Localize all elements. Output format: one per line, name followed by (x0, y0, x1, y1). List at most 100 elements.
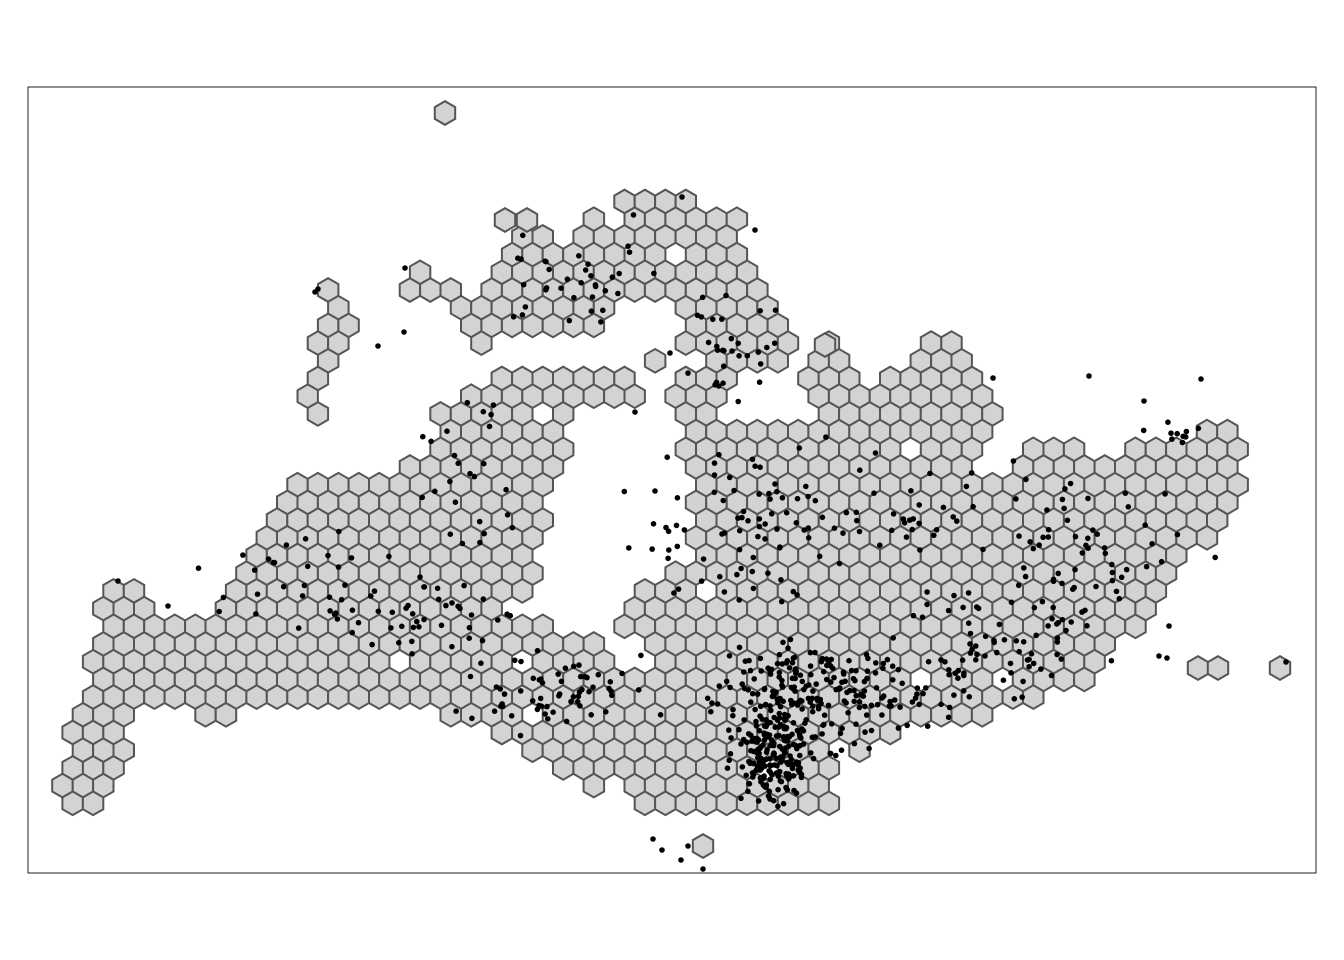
occurrence-point (1109, 569, 1116, 576)
hex-cell (879, 719, 902, 746)
occurrence-point (779, 661, 786, 667)
occurrence-point (748, 699, 754, 705)
occurrence-point (575, 693, 582, 700)
occurrence-point (457, 605, 463, 612)
occurrence-point (914, 691, 920, 697)
occurrence-point (783, 784, 789, 791)
occurrence-point (863, 651, 870, 658)
hex-cell (623, 383, 646, 410)
occurrence-point (453, 708, 459, 714)
occurrence-point (603, 709, 609, 715)
occurrence-point (739, 681, 745, 687)
occurrence-point (1174, 531, 1181, 538)
hex-cell (327, 684, 350, 711)
occurrence-point (1023, 476, 1029, 483)
occurrence-point (967, 650, 974, 656)
occurrence-point (480, 408, 487, 415)
occurrence-point (746, 781, 753, 787)
occurrence-point (402, 265, 408, 271)
occurrence-point (771, 751, 777, 757)
occurrence-point (945, 607, 952, 614)
hex-cell (633, 790, 657, 817)
occurrence-point (777, 755, 783, 761)
occurrence-point (714, 347, 721, 354)
occurrence-point (490, 402, 497, 408)
hex-cell (194, 701, 217, 728)
occurrence-point (558, 285, 564, 292)
occurrence-point (843, 509, 850, 516)
hex-cell (511, 577, 534, 604)
occurrence-point (974, 651, 980, 658)
occurrence-point (621, 488, 628, 495)
occurrence-point (802, 720, 808, 726)
occurrence-point (916, 701, 922, 708)
occurrence-point (877, 542, 883, 548)
occurrence-point (1113, 588, 1120, 595)
occurrence-point (348, 555, 355, 561)
map-frame (27, 86, 1317, 874)
occurrence-point (785, 776, 792, 782)
occurrence-point (609, 274, 616, 281)
occurrence-point (443, 602, 449, 609)
occurrence-point (432, 488, 438, 495)
occurrence-point (924, 601, 930, 608)
occurrence-point (1059, 616, 1066, 623)
occurrence-point (895, 666, 902, 673)
occurrence-point (265, 556, 272, 562)
occurrence-point (925, 658, 932, 665)
occurrence-point (1072, 533, 1079, 540)
occurrence-point (821, 712, 828, 718)
occurrence-point (534, 706, 541, 713)
occurrence-point (371, 588, 378, 594)
occurrence-point (768, 511, 775, 517)
occurrence-point (805, 493, 811, 500)
occurrence-point (498, 703, 504, 709)
occurrence-point (1019, 694, 1025, 700)
hex-cell (1186, 655, 1210, 681)
occurrence-point (812, 497, 819, 504)
occurrence-point (728, 335, 735, 342)
occurrence-point (709, 700, 715, 706)
occurrence-point (1048, 672, 1055, 679)
occurrence-point (711, 460, 718, 466)
occurrence-point (717, 573, 723, 580)
occurrence-point (1071, 584, 1077, 591)
occurrence-point (1090, 527, 1096, 533)
occurrence-point (1045, 526, 1052, 533)
occurrence-point (783, 770, 789, 777)
occurrence-point (754, 691, 761, 697)
occurrence-point (755, 737, 762, 743)
occurrence-point (872, 450, 879, 456)
occurrence-point (409, 611, 416, 617)
occurrence-point (961, 670, 967, 676)
occurrence-point (782, 737, 788, 744)
occurrence-point (1125, 504, 1132, 510)
occurrence-point (797, 672, 804, 678)
occurrence-point (734, 571, 740, 578)
hex-cell (1022, 684, 1045, 711)
occurrence-point (729, 348, 735, 354)
occurrence-point (963, 483, 970, 490)
occurrence-point (841, 698, 848, 704)
occurrence-point (851, 687, 857, 694)
occurrence-point (959, 657, 966, 663)
occurrence-point (1000, 677, 1007, 683)
hex-cell (797, 790, 820, 817)
hex-cell (643, 277, 667, 303)
occurrence-point (519, 312, 526, 318)
hex-cell (81, 790, 105, 817)
occurrence-point (762, 521, 768, 527)
occurrence-point (1027, 539, 1033, 545)
occurrence-point (334, 616, 341, 622)
hex-cell (61, 790, 84, 817)
occurrence-point (767, 703, 773, 709)
occurrence-point (769, 693, 776, 700)
occurrence-point (752, 706, 758, 713)
occurrence-point (571, 294, 577, 301)
occurrence-point (768, 707, 774, 714)
occurrence-point (602, 288, 609, 294)
occurrence-point (828, 679, 834, 685)
occurrence-point (716, 683, 723, 689)
occurrence-point (327, 608, 333, 614)
occurrence-point (820, 668, 827, 675)
